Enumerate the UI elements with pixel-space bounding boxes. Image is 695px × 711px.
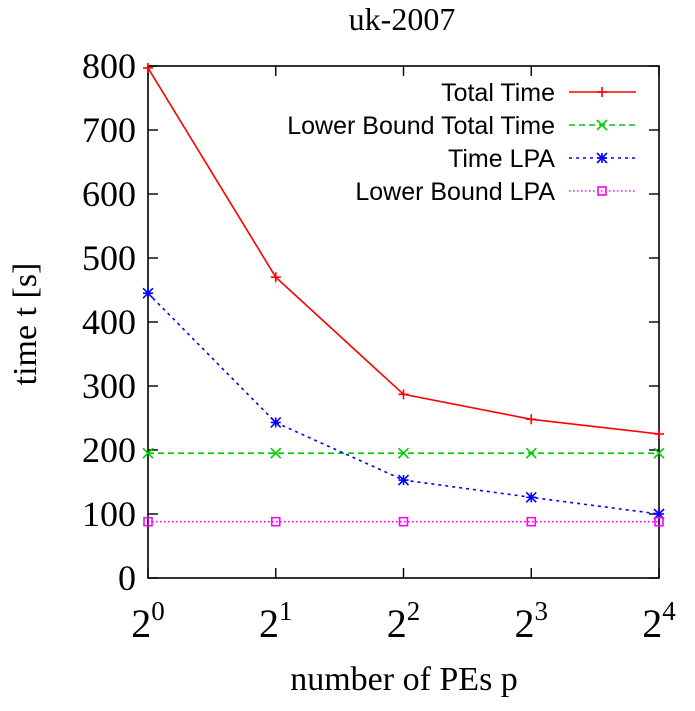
x-tick-label: 20 (131, 596, 165, 646)
chart-title: uk-2007 (349, 1, 456, 37)
legend-marker (597, 87, 607, 97)
data-point (397, 474, 410, 486)
x-axis-label: number of PEs p (290, 661, 518, 698)
data-point (654, 516, 664, 527)
data-point (654, 429, 664, 439)
legend-label: Lower Bound Total Time (287, 112, 555, 140)
data-point (653, 447, 665, 459)
x-tick-label: 21 (259, 596, 293, 646)
series-lower-bound-total-time (142, 447, 665, 459)
x-tick-label: 23 (515, 596, 549, 646)
data-point (270, 272, 281, 283)
y-tick-label: 0 (118, 558, 136, 598)
data-point (270, 447, 282, 459)
legend-marker (596, 119, 608, 131)
series-lower-bound-lpa (143, 516, 664, 527)
data-point (525, 491, 537, 503)
data-point (270, 516, 281, 527)
legend-marker (596, 152, 608, 164)
legend-entry: Total Time (441, 79, 636, 107)
data-point (526, 516, 537, 527)
y-tick-label: 700 (82, 110, 136, 150)
data-point (142, 447, 154, 459)
data-point (143, 516, 153, 527)
data-point (398, 516, 409, 527)
legend: Total Time Lower Bound Total Time Time LPA… (287, 79, 636, 206)
y-tick-label: 100 (82, 494, 136, 534)
y-tick-label: 500 (82, 238, 136, 278)
data-point (142, 287, 154, 299)
data-point (526, 414, 537, 425)
legend-label: Lower Bound LPA (355, 178, 555, 206)
x-tick-label: 22 (387, 596, 421, 646)
data-point (270, 416, 282, 429)
x-tick-label: 24 (642, 596, 676, 646)
y-tick-label: 800 (82, 46, 136, 86)
series-total-time (143, 62, 664, 439)
legend-entry: Lower Bound LPA (355, 178, 636, 206)
data-point (143, 62, 153, 73)
y-axis-label: time t [s] (7, 263, 44, 386)
y-tick-label: 300 (82, 366, 136, 406)
series-time-lpa (142, 287, 665, 520)
legend-entry: Time LPA (448, 145, 636, 173)
data-point (525, 447, 537, 459)
axes: 0 100 200 300 400 500 600 700 800 20 21 22 23 24 (82, 46, 676, 646)
data-point (398, 389, 409, 400)
series-line (147, 292, 660, 515)
plot-series (142, 62, 665, 527)
plot-frame (147, 65, 660, 579)
legend-entry: Lower Bound Total Time (287, 112, 636, 140)
y-tick-label: 400 (82, 302, 136, 342)
y-tick-label: 200 (82, 430, 136, 470)
legend-label: Time LPA (448, 145, 555, 173)
legend-marker (597, 186, 607, 196)
y-tick-label: 600 (82, 174, 136, 214)
legend-label: Total Time (441, 79, 555, 107)
data-point (397, 447, 410, 459)
